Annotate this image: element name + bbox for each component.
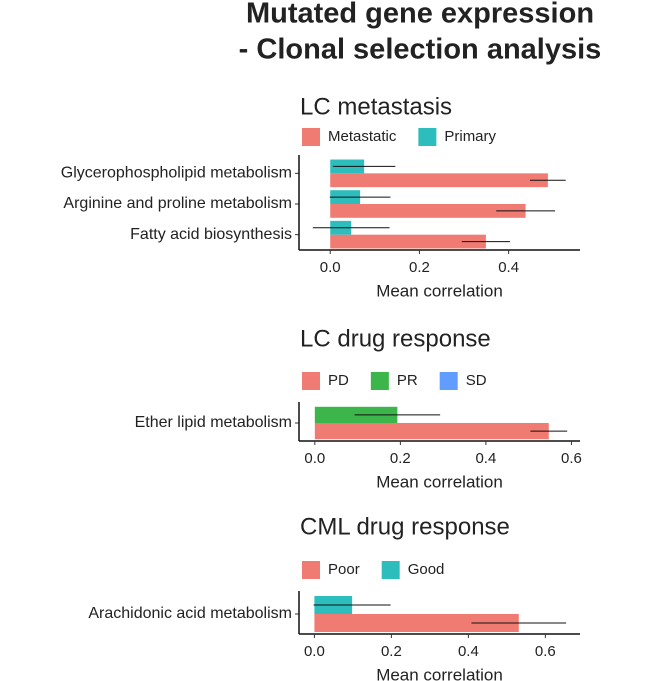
x-tick-label: 0.4 bbox=[458, 643, 479, 660]
chart-title: LC metastasis bbox=[300, 93, 452, 120]
x-tick-label: 0.6 bbox=[535, 643, 556, 660]
x-tick-label: 0.4 bbox=[498, 259, 519, 276]
legend-label: PD bbox=[328, 372, 349, 389]
legend-swatch bbox=[302, 372, 320, 390]
legend-swatch bbox=[439, 372, 458, 390]
legend-label: Good bbox=[408, 561, 445, 578]
bar bbox=[314, 614, 519, 632]
x-tick-label: 0.0 bbox=[304, 450, 325, 467]
legend-swatch bbox=[418, 128, 437, 146]
x-axis-title: Mean correlation bbox=[376, 472, 503, 491]
x-tick-label: 0.2 bbox=[390, 450, 411, 467]
legend-label: PR bbox=[397, 372, 418, 389]
legend-label: SD bbox=[466, 372, 487, 389]
legend-swatch bbox=[302, 561, 320, 579]
legend-swatch bbox=[370, 372, 389, 390]
legend-label: Poor bbox=[328, 561, 360, 578]
y-tick-label: Glycerophospholipid metabolism bbox=[61, 165, 292, 182]
legend-swatch bbox=[302, 128, 320, 146]
bar bbox=[330, 173, 548, 188]
x-axis-title: Mean correlation bbox=[376, 281, 503, 300]
chart-title: CML drug response bbox=[300, 513, 510, 540]
legend-swatch bbox=[381, 561, 400, 579]
x-axis-title: Mean correlation bbox=[376, 665, 503, 681]
x-tick-label: 0.0 bbox=[304, 643, 325, 660]
main-title: Mutated gene expression bbox=[246, 0, 594, 30]
x-tick-label: 0.2 bbox=[381, 643, 402, 660]
legend-label: Primary bbox=[444, 128, 496, 145]
y-tick-label: Ether lipid metabolism bbox=[135, 414, 292, 431]
y-tick-label: Arachidonic acid metabolism bbox=[88, 605, 292, 622]
y-tick-label: Fatty acid biosynthesis bbox=[130, 226, 292, 243]
x-tick-label: 0.6 bbox=[561, 450, 582, 467]
bar bbox=[330, 204, 526, 218]
bar bbox=[330, 234, 486, 249]
chart-title: LC drug response bbox=[300, 325, 491, 352]
bar bbox=[314, 423, 549, 440]
x-tick-label: 0.4 bbox=[475, 450, 496, 467]
main-title: - Clonal selection analysis bbox=[239, 34, 602, 66]
x-tick-label: 0.0 bbox=[320, 259, 341, 276]
x-tick-label: 0.2 bbox=[409, 259, 430, 276]
y-tick-label: Arginine and proline metabolism bbox=[63, 195, 292, 212]
legend-label: Metastatic bbox=[328, 128, 397, 145]
